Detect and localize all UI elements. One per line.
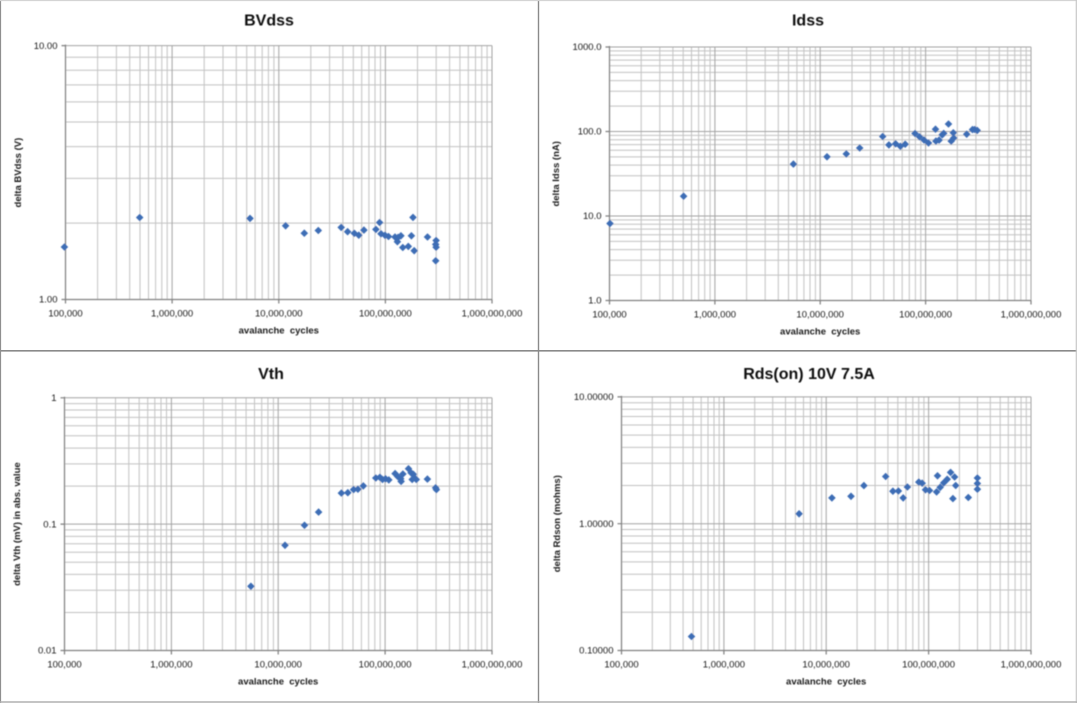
svg-text:1.00: 1.00 xyxy=(39,295,58,306)
svg-text:10,000,000: 10,000,000 xyxy=(255,309,303,320)
svg-text:1: 1 xyxy=(51,393,56,404)
svg-text:avalanche cycles: avalanche cycles xyxy=(239,326,319,337)
svg-text:avalanche cycles: avalanche cycles xyxy=(780,327,860,338)
svg-text:100,000: 100,000 xyxy=(592,310,626,321)
svg-text:100,000: 100,000 xyxy=(604,660,638,671)
svg-text:10,000,000: 10,000,000 xyxy=(802,660,850,671)
svg-text:1,000,000: 1,000,000 xyxy=(694,310,736,321)
svg-text:100,000,000: 100,000,000 xyxy=(359,309,412,320)
svg-text:BVdss: BVdss xyxy=(244,13,294,30)
svg-text:100.0: 100.0 xyxy=(578,127,602,138)
svg-text:100,000,000: 100,000,000 xyxy=(359,660,412,671)
svg-text:avalanche cycles: avalanche cycles xyxy=(238,677,318,688)
svg-text:1,000,000,000: 1,000,000,000 xyxy=(462,309,523,320)
svg-text:0.1: 0.1 xyxy=(43,519,56,530)
svg-text:10,000,000: 10,000,000 xyxy=(796,310,844,321)
svg-text:10.00000: 10.00000 xyxy=(574,392,614,403)
svg-text:1,000,000: 1,000,000 xyxy=(151,309,193,320)
svg-text:1,000,000: 1,000,000 xyxy=(703,660,745,671)
svg-text:1.00000: 1.00000 xyxy=(579,519,613,530)
svg-text:Vth: Vth xyxy=(258,366,284,383)
svg-text:Idss: Idss xyxy=(792,13,824,30)
svg-text:1,000,000,000: 1,000,000,000 xyxy=(462,660,523,671)
svg-text:1000.0: 1000.0 xyxy=(572,42,601,53)
svg-text:0.10000: 0.10000 xyxy=(579,646,613,657)
svg-text:10,000,000: 10,000,000 xyxy=(254,660,302,671)
svg-text:1,000,000,000: 1,000,000,000 xyxy=(1001,660,1062,671)
svg-text:delta BVdss (V): delta BVdss (V) xyxy=(13,138,24,208)
svg-text:delta Vth (mV) in abs. value: delta Vth (mV) in abs. value xyxy=(12,462,23,586)
svg-text:1,000,000: 1,000,000 xyxy=(150,660,192,671)
svg-text:100,000: 100,000 xyxy=(48,309,82,320)
svg-text:delta Idss (nA): delta Idss (nA) xyxy=(551,141,562,206)
svg-text:1,000,000,000: 1,000,000,000 xyxy=(1001,310,1062,321)
svg-text:10.0: 10.0 xyxy=(583,211,602,222)
svg-text:0.01: 0.01 xyxy=(38,646,57,657)
svg-text:100,000: 100,000 xyxy=(47,660,81,671)
svg-text:10.00: 10.00 xyxy=(34,41,58,52)
svg-text:delta Rdson (mohms): delta Rdson (mohms) xyxy=(552,475,563,572)
svg-text:Rds(on) 10V 7.5A: Rds(on) 10V 7.5A xyxy=(743,366,875,383)
svg-text:1.0: 1.0 xyxy=(588,296,601,307)
svg-text:100,000,000: 100,000,000 xyxy=(899,310,952,321)
svg-text:100,000,000: 100,000,000 xyxy=(902,660,955,671)
svg-text:avalanche cycles: avalanche cycles xyxy=(786,677,866,688)
